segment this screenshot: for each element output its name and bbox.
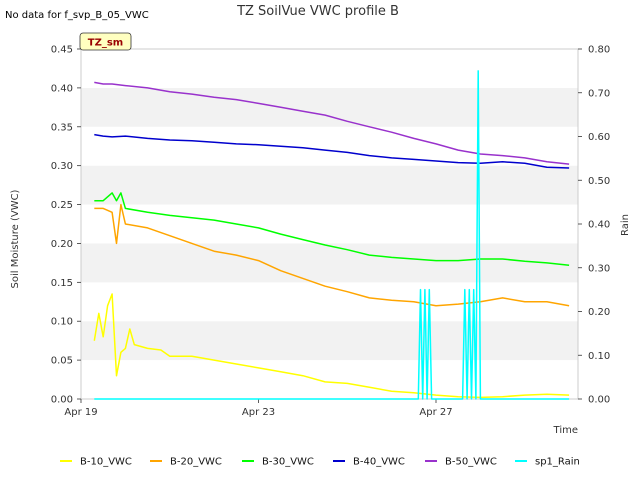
grid-band [81,87,578,127]
y2-tick-label: 0.20 [588,307,610,318]
y-tick-label: 0.40 [51,83,73,94]
y-tick-label: 0.15 [51,278,73,289]
y-axis: 0.00 0.05 0.10 0.15 0.20 0.25 0.30 0.35 0.40 0.45 [51,45,81,406]
y-tick-label: 0.45 [51,45,73,56]
y2-tick-label: 0.70 [588,88,610,99]
legend-label: B-30_VWC [262,457,314,468]
legend-label: B-50_VWC [445,457,497,468]
y-tick-label: 0.10 [51,317,73,328]
series-line-b-10-vwc [93,293,570,399]
y-tick-label: 0.20 [51,239,73,250]
badge: TZ_sm [79,32,132,51]
chart-title: TZ SoilVue VWC profile B [236,4,399,19]
y2-tick-label: 0.00 [588,395,610,406]
x-tick-label: Apr 23 [242,407,275,418]
y-tick-label: 0.25 [51,200,73,211]
y2-axis: 0.00 0.10 0.20 0.30 0.40 0.50 0.60 0.70 0.80 [578,45,610,406]
x-tick-label: Apr 27 [419,407,452,418]
grid-band [81,126,578,166]
legend-label: B-20_VWC [170,457,222,468]
grid-band [81,204,578,244]
x-axis-label: Time [553,425,578,436]
legend-label: B-10_VWC [80,457,132,468]
grid-band [81,49,578,88]
legend: B-10_VWC B-20_VWC B-30_VWC B-40_VWC B-50_VWC… [60,457,580,468]
nodata-text: No data for f_svp_B_05_VWC [5,10,149,21]
y-tick-label: 0.35 [51,122,73,133]
series-line-sp1-rain [94,70,570,400]
x-axis: Apr 19 Apr 23 Apr 27 [64,399,453,418]
grid-band [81,165,578,205]
y2-tick-label: 0.10 [588,351,610,362]
legend-label: B-40_VWC [353,457,405,468]
y2-tick-label: 0.80 [588,45,610,56]
series-line-b-40-vwc [94,133,570,169]
y2-tick-label: 0.60 [588,132,610,143]
badge-label: TZ_sm [88,38,123,49]
y-tick-label: 0.30 [51,161,73,172]
y-axis-label: Soil Moisture (VWC) [10,189,21,288]
grid-band [81,360,578,399]
y-tick-label: 0.05 [51,356,73,367]
y2-axis-label: Rain [620,214,631,236]
x-tick-label: Apr 19 [64,407,97,418]
grid-bands [81,49,578,399]
grid-band [81,282,578,322]
grid-band [81,243,578,283]
legend-label: sp1_Rain [535,457,580,468]
series-line-b-50-vwc [94,81,570,165]
series-layer [93,70,570,400]
y2-tick-label: 0.30 [588,263,610,274]
y2-tick-label: 0.50 [588,176,610,187]
y-tick-label: 0.00 [51,395,73,406]
y2-tick-label: 0.40 [588,220,610,231]
grid-band [81,321,578,361]
